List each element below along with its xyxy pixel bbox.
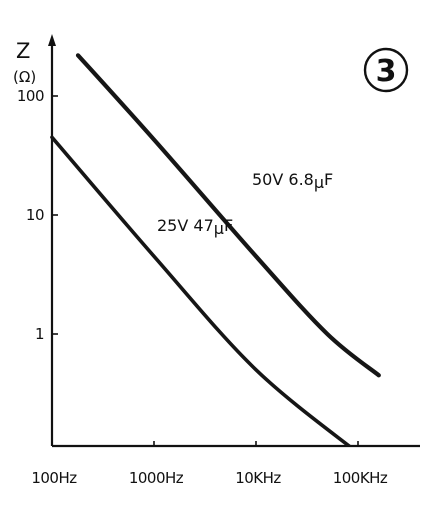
series-line-1 (75, 53, 381, 378)
series-label-part: F (224, 216, 233, 235)
x-tick-label: 1000Hz (129, 469, 184, 487)
x-tick-label: 10KHz (235, 469, 281, 487)
y-axis-label: Z (16, 39, 30, 63)
series-label-part: 50V 6.8 (252, 170, 314, 189)
series-label-part: μ (214, 219, 224, 238)
series-label-1: 50V 6.8μF (252, 170, 333, 192)
axes (48, 34, 420, 448)
x-tick-label: 100Hz (31, 469, 77, 487)
ticks: 100Hz 1000Hz 10KHz 100KHz 100 10 1 (17, 87, 389, 487)
series-label-part: μ (314, 173, 324, 192)
y-axis-unit: (Ω) (13, 68, 36, 86)
x-tick-label: 100KHz (333, 469, 388, 487)
badge-circle (363, 47, 409, 93)
series-label-part: 25V 47 (157, 216, 214, 235)
y-tick-label: 100 (17, 87, 44, 105)
figure-badge: 3 (363, 47, 409, 93)
series-label-2: 25V 47μF (157, 216, 233, 238)
y-tick-label: 1 (35, 325, 44, 343)
series-line-2 (50, 135, 353, 446)
series-lines (50, 53, 381, 446)
badge-number: 3 (376, 54, 397, 89)
y-axis-arrow-icon (48, 34, 56, 46)
y-tick-label: 10 (26, 206, 44, 224)
series-label-part: F (324, 170, 333, 189)
